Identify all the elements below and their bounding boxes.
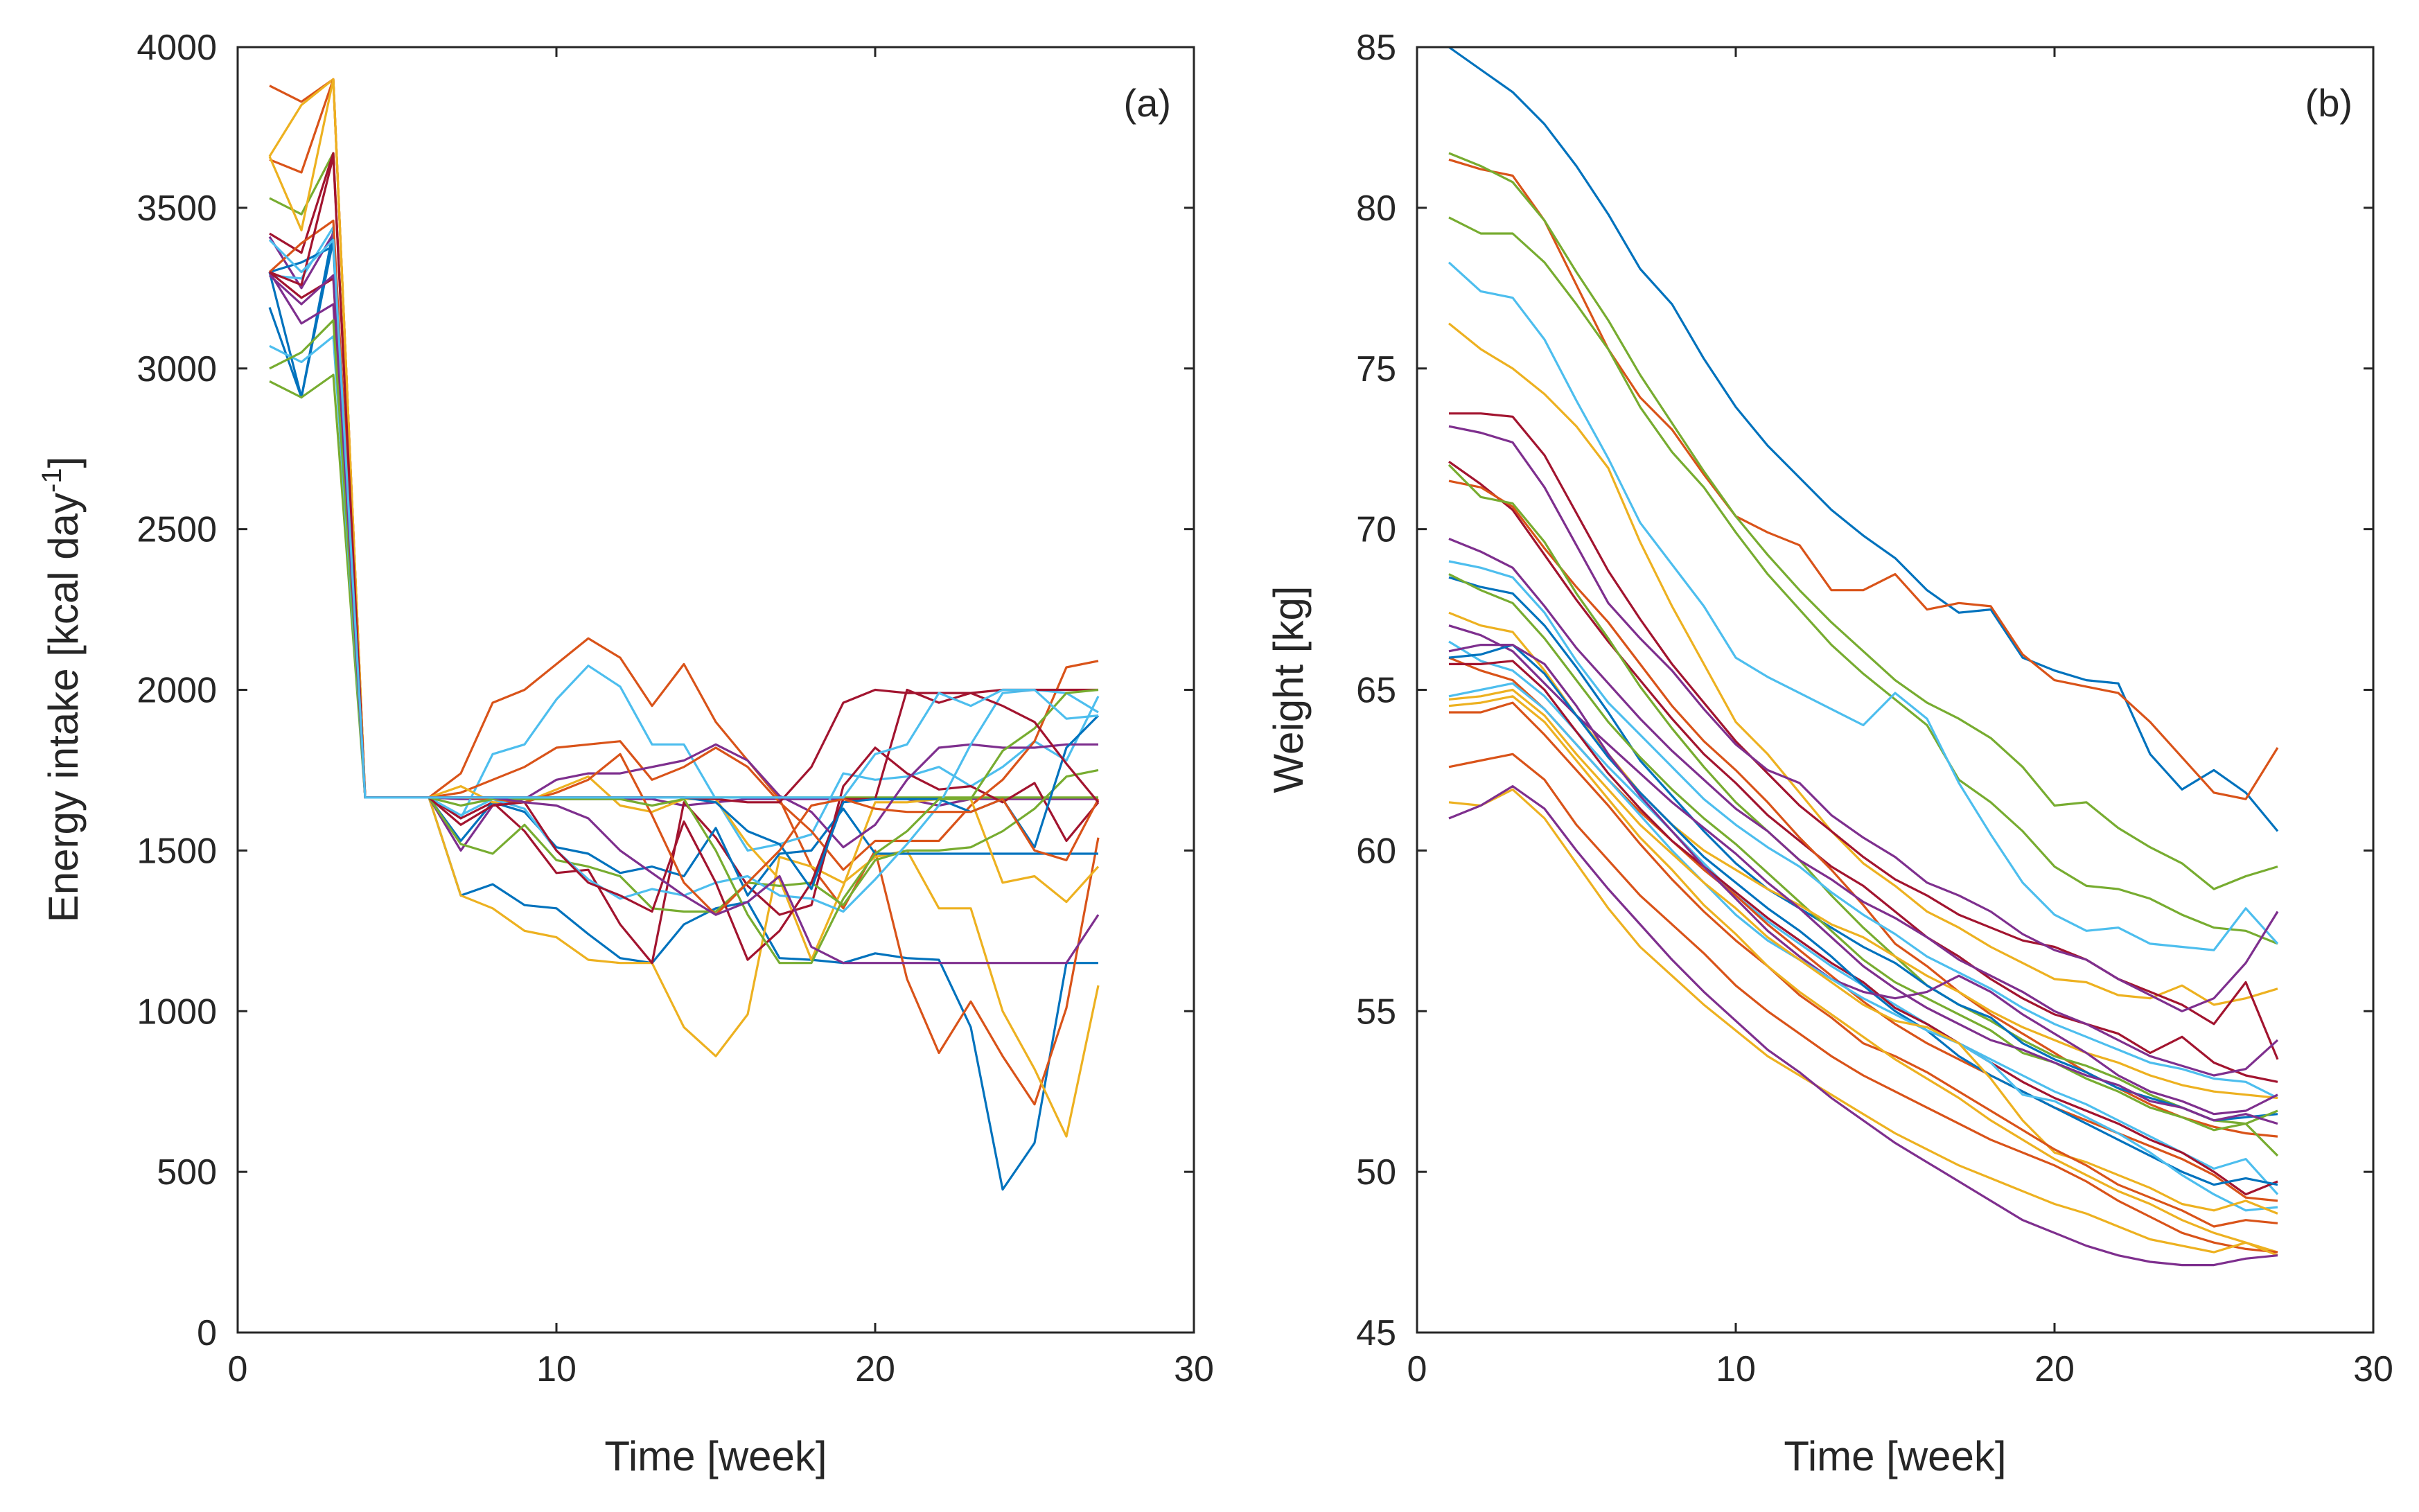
panel-b-x-tick-label: 0 — [1407, 1349, 1427, 1389]
panel-b-y-tick-label: 45 — [1356, 1313, 1396, 1353]
panel-a-y-label-main: Energy intake [kcal day — [40, 493, 87, 922]
panel-b-x-tick-label: 10 — [1716, 1349, 1756, 1389]
panel-a-y-tick-label: 4000 — [137, 28, 217, 68]
panel-a-series-line-16 — [268, 219, 1100, 916]
panel-a-y-tick-label: 3500 — [137, 188, 217, 229]
panel-a-series-line-6 — [269, 226, 1100, 852]
panel-b-y-tick-label: 60 — [1356, 831, 1396, 871]
panel-b-label: (b) — [2305, 81, 2352, 125]
panel-b-series-line-24 — [1448, 688, 2278, 1215]
panel-b-series-line-20 — [1449, 660, 2278, 1196]
panel-b-series-line-8 — [1448, 425, 2279, 1012]
panel-b-series-line-4 — [1448, 216, 2278, 945]
panel-b-y-tick-label: 55 — [1356, 992, 1396, 1032]
panel-b-y-tick-label: 65 — [1356, 671, 1396, 711]
panel-b-series-line-15 — [1448, 573, 2278, 1132]
panel-b-series-line-9 — [1448, 460, 2278, 1083]
panel-b-ticks: 0 10 20 30 45 50 55 60 65 70 75 80 85 — [1356, 28, 2393, 1389]
panel-a-y-tick-label: 1500 — [137, 831, 217, 871]
panel-a-energy-intake: 0 10 20 3005001000150020002500300035004000 … — [37, 28, 1214, 1479]
panel-a-series-line-5 — [269, 152, 1098, 799]
panel-a-y-label-superscript: -1 — [37, 468, 67, 493]
panel-a-x-axis-label: Time [week] — [604, 1433, 827, 1479]
panel-a-ticks: 0 10 20 30 0 500 1000 1500 2000 2500 3000 3500 4000 — [137, 28, 1214, 1389]
panel-b-series-line-7 — [1449, 412, 2279, 1060]
panel-a-y-tick-label: 1000 — [137, 992, 217, 1032]
panel-a-series-line-9 — [269, 78, 1099, 871]
panel-a-series-line-3 — [268, 78, 1100, 1138]
panel-a-series-line-10 — [268, 78, 1100, 961]
panel-b-weight: 0 10 20 30 45 50 55 60 65 70 75 80 85 (b) Time [week… — [1265, 28, 2393, 1479]
panel-b-x-tick-label: 30 — [2353, 1349, 2393, 1389]
panel-a-series-line-11 — [268, 271, 1098, 852]
panel-b-series-line-10 — [1448, 480, 2278, 1138]
panel-b-series-line-11 — [1448, 464, 2279, 1157]
panel-a-series-line-14 — [268, 271, 1098, 961]
panel-a-y-tick-label: 500 — [157, 1152, 217, 1193]
panel-a-series-line-2 — [269, 78, 1100, 1106]
panel-a-series-lines — [268, 78, 1100, 1191]
panel-a-series-line-7 — [269, 152, 1100, 965]
panel-a-x-tick-label: 0 — [228, 1349, 248, 1389]
panel-a-y-tick-label: 3000 — [137, 349, 217, 389]
panel-b-series-line-29 — [1448, 784, 2278, 1267]
panel-a-series-line-20 — [268, 238, 1099, 799]
panel-a-series-line-17 — [269, 319, 1099, 965]
panel-b-y-tick-label: 75 — [1356, 349, 1396, 389]
panel-b-series-line-1 — [1448, 46, 2279, 832]
panel-b-series-line-26 — [1448, 695, 2278, 1254]
panel-b-series-line-25 — [1449, 701, 2278, 1228]
panel-a-y-tick-label: 2500 — [137, 510, 217, 550]
panel-b-series-line-17 — [1448, 624, 2278, 1125]
panel-b-series-lines — [1448, 46, 2279, 1267]
panel-b-series-line-6 — [1448, 322, 2278, 1006]
panel-b-series-line-23 — [1448, 682, 2278, 1212]
panel-a-series-line-13 — [269, 335, 1099, 913]
panel-b-series-line-3 — [1448, 152, 2278, 890]
panel-a-y-axis-label: Energy intake [kcal day-1] — [37, 457, 87, 923]
panel-b-y-tick-label: 85 — [1356, 28, 1396, 68]
panel-a-series-line-12 — [269, 373, 1099, 913]
panel-b-axes-box — [1416, 46, 2375, 1334]
panel-b-series-line-13 — [1448, 560, 2278, 1099]
panel-a-label: (a) — [1124, 81, 1171, 125]
panel-a-x-tick-label: 20 — [855, 1349, 895, 1389]
panel-b-y-tick-label: 50 — [1356, 1152, 1396, 1193]
panel-b-y-tick-label: 80 — [1356, 188, 1396, 229]
panel-b-series-line-21 — [1448, 643, 2278, 1186]
panel-b-series-line-12 — [1448, 538, 2279, 1077]
panel-a-x-tick-label: 10 — [536, 1349, 577, 1389]
panel-a-series-line-4 — [268, 232, 1098, 807]
panel-a-series-line-18 — [268, 274, 1100, 965]
panel-b-x-axis-label: Time [week] — [1784, 1433, 2006, 1479]
panel-a-y-tick-label: 2000 — [137, 671, 217, 711]
panel-a-y-tick-label: 0 — [197, 1313, 217, 1353]
panel-b-series-line-16 — [1448, 611, 2278, 1100]
panel-b-series-line-2 — [1448, 158, 2279, 800]
panel-b-y-axis-label: Weight [kg] — [1265, 586, 1312, 793]
panel-b-y-tick-label: 70 — [1356, 510, 1396, 550]
panel-b-series-line-22 — [1448, 643, 2278, 1116]
panel-b-x-tick-label: 20 — [2034, 1349, 2075, 1389]
panel-a-y-label-close: ] — [40, 457, 87, 468]
panel-a-series-line-1 — [268, 229, 1098, 1191]
panel-b-series-line-27 — [1448, 753, 2278, 1254]
panel-a-x-tick-label: 30 — [1174, 1349, 1214, 1389]
panel-b-series-line-5 — [1448, 261, 2279, 951]
panel-b-series-line-28 — [1448, 788, 2278, 1257]
